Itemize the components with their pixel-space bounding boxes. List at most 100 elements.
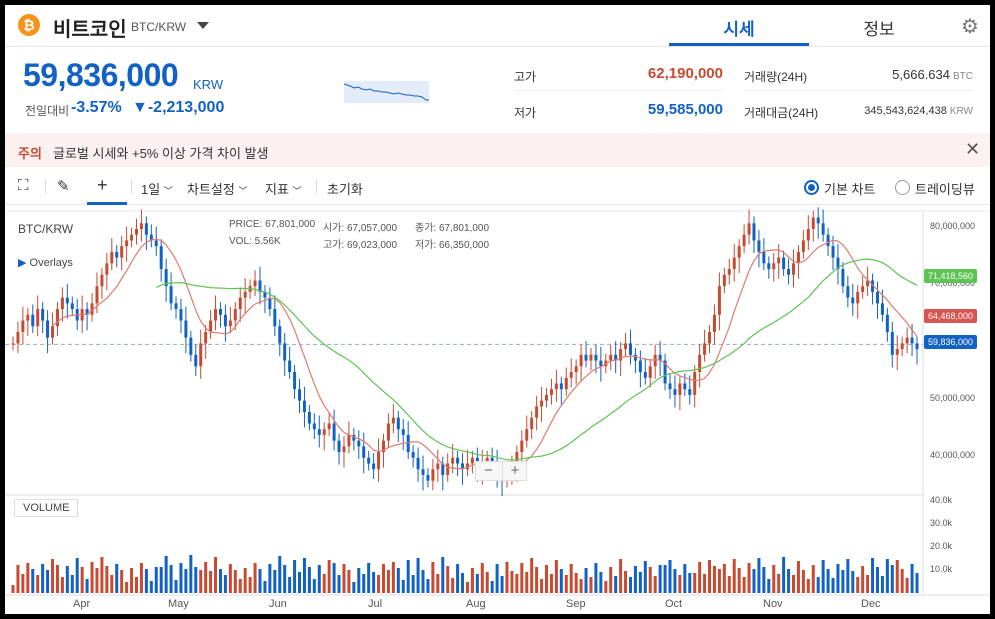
candle-body <box>559 383 563 390</box>
candle-body <box>60 297 64 310</box>
candle-body <box>545 394 549 401</box>
pencil-icon[interactable]: ✎ <box>57 178 70 195</box>
ohlc-price-label: PRICE: <box>229 219 263 230</box>
price-axis-label: 80,000,000 <box>930 221 976 231</box>
candle-body <box>278 326 282 344</box>
candle-body <box>851 297 855 304</box>
volume-bar <box>288 577 292 593</box>
tool-active-underline <box>87 202 127 205</box>
candle-body <box>841 269 845 287</box>
candle-body <box>253 280 257 287</box>
volume-bar <box>426 579 430 593</box>
volume-bar <box>273 570 277 593</box>
volume-bar <box>194 567 198 593</box>
candle-body <box>100 274 104 287</box>
volume-bar <box>322 574 326 593</box>
basic-chart-radio[interactable] <box>804 180 819 195</box>
ohlc-high-value: 69,023,000 <box>346 240 398 251</box>
current-price: 59,836,000 <box>23 57 179 93</box>
volume-bar <box>16 565 20 593</box>
month-label: Dec <box>861 598 881 610</box>
tab-market[interactable]: 시세 <box>723 20 755 39</box>
candle-body <box>658 354 662 361</box>
coin-name: 비트코인 <box>53 19 127 41</box>
volume-bar <box>332 563 336 593</box>
candle-body <box>688 389 692 395</box>
overlays-toggle[interactable]: ▶ Overlays <box>18 256 73 269</box>
candle-body <box>668 383 672 390</box>
stat-high: 고가 62,190,000 <box>514 59 723 91</box>
volume-bar <box>485 572 489 593</box>
candle-body <box>895 349 899 355</box>
chart-settings-menu[interactable]: 차트설정 ﹀ <box>187 179 247 198</box>
change-label: 전일대비 <box>25 104 70 118</box>
volume-bar <box>890 565 894 593</box>
volume-bar <box>841 570 845 593</box>
volume-bar <box>110 575 114 593</box>
volume-bar <box>169 565 173 593</box>
volume-bar <box>653 576 657 593</box>
volume-bar <box>871 558 875 593</box>
volume-bar <box>693 573 697 593</box>
ohlc-close: 종가: 67,801,000 <box>415 219 489 234</box>
crosshair-icon[interactable]: + <box>97 175 108 195</box>
volume-bar <box>742 577 746 593</box>
candle-body <box>846 286 850 298</box>
candle-body <box>885 314 889 332</box>
volume-bar <box>525 572 529 593</box>
volume-bar <box>65 566 69 593</box>
volume-bar <box>772 565 776 593</box>
volume-bar <box>386 570 390 593</box>
volume-bar <box>594 563 598 593</box>
candle-body <box>396 417 400 430</box>
price-axis-label: 50,000,000 <box>930 393 976 403</box>
volume-bar <box>139 563 143 593</box>
fullscreen-icon[interactable]: ⛶ <box>18 177 29 194</box>
volume-bar <box>396 568 400 593</box>
indicators-menu[interactable]: 지표 ﹀ <box>265 179 302 198</box>
volume-axis-label: 30.0k <box>930 518 953 528</box>
candle-body <box>159 246 163 270</box>
volume-bar <box>179 563 183 593</box>
candle-body <box>85 309 89 315</box>
tradingview-label[interactable]: 트레이딩뷰 <box>915 182 975 197</box>
candle-body <box>406 434 410 453</box>
volume-bar <box>337 575 341 593</box>
volume-bar <box>70 575 74 593</box>
candle-body <box>411 452 415 458</box>
candle-body <box>866 280 870 287</box>
candle-body <box>762 251 766 264</box>
candle-body <box>377 452 381 470</box>
zoom-in-button[interactable]: + <box>502 462 527 480</box>
reset-button[interactable]: 초기화 <box>327 182 363 197</box>
volume-bar <box>130 568 134 593</box>
ma-slow-line <box>156 258 918 461</box>
volume-bar <box>604 581 608 593</box>
header: ₿ 비트코인 BTC/KRW 시세 정보 ⚙ <box>5 5 990 47</box>
price-chart[interactable] <box>5 205 990 614</box>
candle-body <box>712 314 716 332</box>
basic-chart-label[interactable]: 기본 차트 <box>824 182 876 197</box>
zoom-out-button[interactable]: − <box>484 462 493 479</box>
volume-bar <box>372 572 376 593</box>
volume-bar <box>233 570 237 593</box>
interval-select[interactable]: 1일 ﹀ <box>141 179 173 198</box>
volume-bar <box>352 582 356 593</box>
chevron-down-icon[interactable] <box>197 22 209 29</box>
chart-symbol: BTC/KRW <box>18 222 74 236</box>
candle-body <box>70 303 74 310</box>
candle-body <box>179 309 183 321</box>
volume-bar <box>856 577 860 593</box>
volume-bar <box>801 570 805 593</box>
volume-bar <box>268 564 272 593</box>
candle-body <box>120 246 124 258</box>
stat-trade-value: 거래대금(24H) 345,543,624,438 KRW <box>744 95 973 127</box>
candle-body <box>465 463 469 470</box>
volume-bar <box>668 560 672 593</box>
candle-body <box>831 246 835 258</box>
gear-icon[interactable]: ⚙ <box>961 16 979 38</box>
tab-info[interactable]: 정보 <box>863 20 895 39</box>
close-icon[interactable]: ✕ <box>965 139 981 159</box>
tradingview-radio[interactable] <box>895 180 910 195</box>
volume-bar <box>545 565 549 593</box>
